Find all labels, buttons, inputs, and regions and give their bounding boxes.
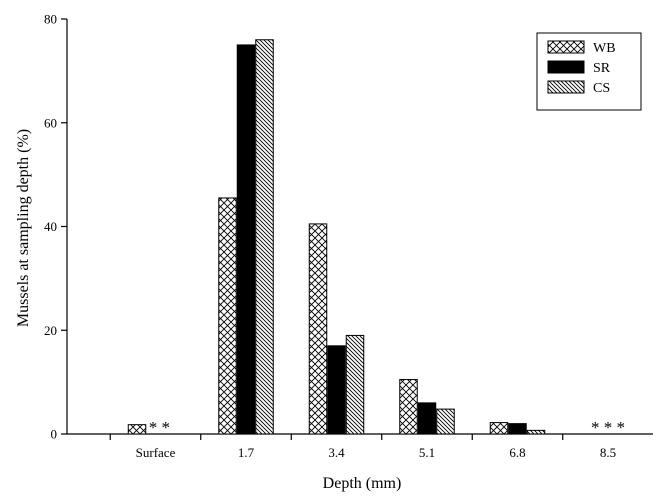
bar-cs-6-8: [526, 429, 546, 435]
x-tick-label: 6.8: [509, 445, 525, 460]
bar-cs-1-7: [255, 39, 274, 435]
legend: WB SR CS: [536, 32, 642, 111]
legend-label-cs: CS: [593, 81, 610, 96]
x-axis-title: Depth (mm): [323, 475, 402, 492]
y-tick-label: 0: [51, 427, 58, 442]
x-tick-label: 3.4: [328, 445, 345, 460]
bar-sr-6-8: [508, 423, 527, 435]
bar-wb-surface: [127, 424, 147, 435]
x-tick-label: 8.5: [600, 445, 616, 460]
y-tick-label: 40: [44, 219, 57, 234]
asterisk-annotation: * *: [149, 418, 170, 437]
plot-area: 0 20 40 60 80 Surface 1.7 3.4 5.1 6.8 8.5 * * * * *: [44, 12, 653, 460]
bar-cs-5-1: [436, 408, 455, 435]
bar-wb-1-7: [218, 197, 237, 435]
bar-sr-3-4: [327, 345, 346, 435]
y-tick-label: 80: [44, 12, 57, 27]
x-tick-label: 5.1: [419, 445, 435, 460]
legend-swatch-wb: [547, 40, 585, 54]
bar-wb-3-4: [308, 223, 328, 435]
legend-label-wb: WB: [593, 41, 616, 56]
bar-cs-3-4: [345, 334, 365, 435]
legend-swatch-cs: [547, 80, 585, 94]
legend-label-sr: SR: [593, 61, 611, 76]
asterisk-annotation: * * *: [591, 418, 625, 437]
x-tick-label: 1.7: [238, 445, 255, 460]
y-tick-label: 60: [44, 115, 57, 130]
y-axis-title: Mussels at sampling depth (%): [15, 129, 32, 327]
bar-wb-6-8: [489, 422, 509, 435]
bar-wb-5-1: [399, 379, 418, 435]
bar-sr-5-1: [417, 402, 437, 435]
x-tick-label: Surface: [136, 445, 176, 460]
legend-swatch-sr: [547, 60, 585, 74]
bar-sr-1-7: [236, 44, 256, 435]
y-tick-label: 20: [44, 323, 57, 338]
